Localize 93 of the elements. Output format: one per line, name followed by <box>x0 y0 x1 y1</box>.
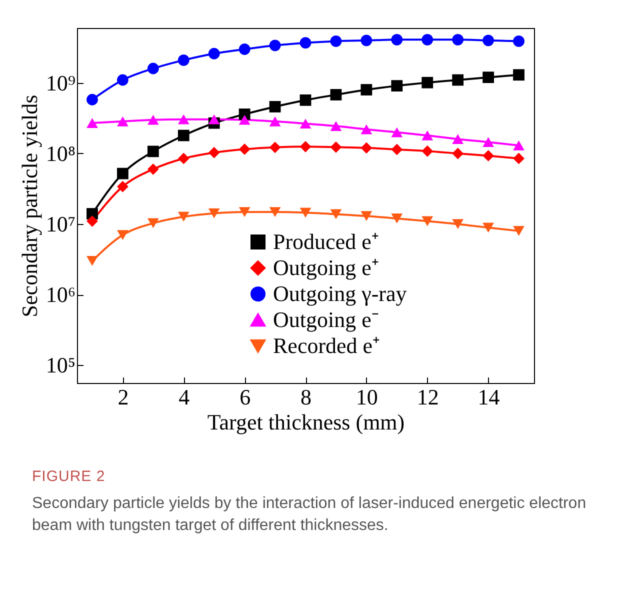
point <box>269 101 281 112</box>
point <box>360 211 372 221</box>
point <box>513 226 524 236</box>
point <box>238 114 250 125</box>
point <box>513 140 524 150</box>
y-tick-label: 10⁹ <box>46 70 76 96</box>
x-tick-label: 14 <box>478 384 500 410</box>
point <box>482 34 494 46</box>
y-tick-label: 10⁵ <box>46 352 76 378</box>
point <box>86 256 98 266</box>
legend-label: Outgoing γ-ray <box>273 281 407 306</box>
point <box>300 140 312 152</box>
point <box>391 80 403 92</box>
point <box>391 214 403 224</box>
x-axis-title: Target thickness (mm) <box>207 410 405 434</box>
y-tick-label: 10⁷ <box>46 212 76 237</box>
point <box>452 134 464 144</box>
point <box>147 146 159 158</box>
point <box>452 34 464 46</box>
point <box>269 142 281 154</box>
y-tick-label: 10⁶ <box>46 282 76 308</box>
point <box>86 94 98 106</box>
point <box>117 116 128 126</box>
point <box>422 145 434 157</box>
point <box>269 116 281 126</box>
point <box>482 150 494 162</box>
point <box>330 36 342 47</box>
point <box>208 114 220 124</box>
point <box>269 40 281 52</box>
point <box>117 230 128 240</box>
point <box>238 207 250 217</box>
x-tick-label: 10 <box>356 384 378 410</box>
point <box>208 208 220 218</box>
point <box>86 215 98 227</box>
point <box>391 127 403 138</box>
point <box>422 76 434 88</box>
x-tick-label: 6 <box>240 384 251 410</box>
point <box>330 209 342 220</box>
point <box>208 146 220 158</box>
point <box>513 36 524 47</box>
point <box>330 141 342 153</box>
y-tick-label: 10⁸ <box>46 140 76 166</box>
point <box>422 34 434 46</box>
point <box>300 94 312 106</box>
point <box>452 148 464 160</box>
point <box>300 37 312 49</box>
point <box>452 74 464 86</box>
point <box>422 130 434 140</box>
point <box>178 54 190 66</box>
point <box>300 118 312 129</box>
point <box>391 34 403 46</box>
y-axis-title: Secondary particle yields <box>16 94 42 318</box>
point <box>147 114 159 125</box>
point <box>482 137 494 148</box>
legend-label: Outgoing e⁺ <box>273 255 378 280</box>
text: FIGURE 2 <box>32 468 106 485</box>
x-tick-label: 2 <box>118 384 129 410</box>
legend-label: Recorded e⁺ <box>273 333 380 358</box>
point <box>513 152 524 164</box>
point <box>117 168 128 180</box>
point <box>178 114 190 124</box>
point <box>391 144 403 156</box>
point <box>513 69 524 81</box>
point <box>269 207 281 217</box>
point <box>422 216 434 226</box>
point <box>147 218 159 228</box>
point <box>482 222 494 233</box>
point <box>300 208 312 218</box>
point <box>482 72 494 84</box>
point <box>360 124 372 134</box>
point <box>330 89 342 100</box>
point <box>117 180 128 192</box>
point <box>178 152 190 164</box>
point <box>147 163 159 175</box>
text: Secondary particle yields by the interaction of laser-induced energetic electron beam with tungsten target of different thicknesses. <box>32 494 588 536</box>
point <box>360 84 372 96</box>
legend-label: Outgoing e⁻ <box>273 307 378 332</box>
point <box>238 44 250 55</box>
legend-label: Produced e⁺ <box>273 229 378 254</box>
point <box>360 142 372 154</box>
point <box>117 74 128 86</box>
point <box>360 34 372 46</box>
x-tick-label: 4 <box>178 384 190 410</box>
point <box>452 219 464 230</box>
point <box>178 212 190 222</box>
point <box>86 118 98 128</box>
x-tick-label: 12 <box>416 384 439 410</box>
x-tick-label: 8 <box>300 384 312 410</box>
point <box>147 62 159 74</box>
point <box>208 48 220 60</box>
point <box>330 121 342 131</box>
point <box>178 130 190 142</box>
point <box>238 144 250 155</box>
